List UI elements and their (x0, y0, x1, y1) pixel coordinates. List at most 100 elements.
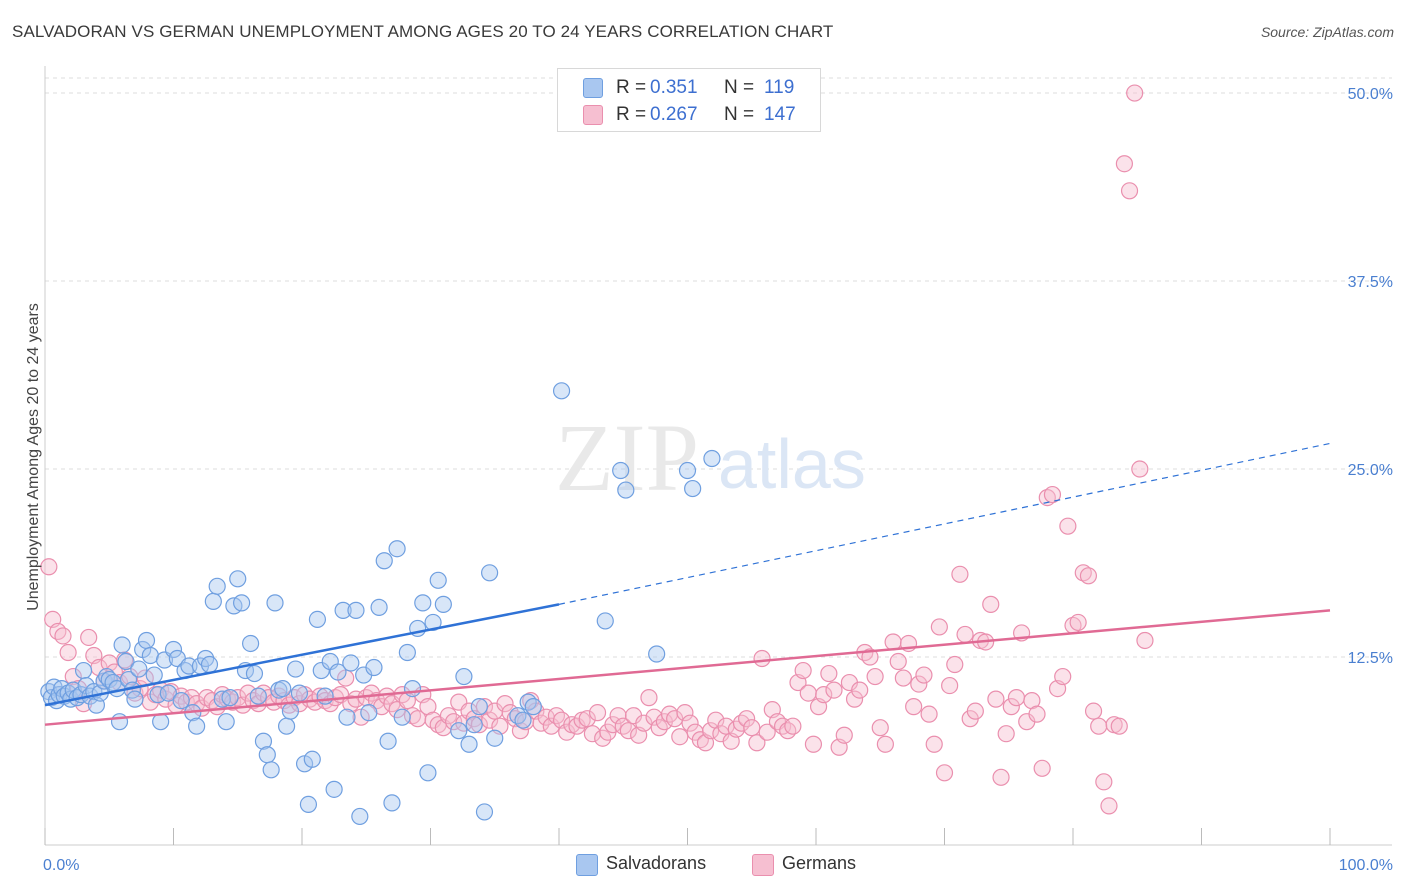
bottom-legend-label-germans: Germans (782, 853, 857, 873)
data-point-salvadorans (617, 481, 635, 499)
data-point-salvadorans (379, 732, 397, 750)
trend-lines (44, 442, 1331, 726)
data-point-salvadorans (414, 594, 432, 612)
data-point-salvadorans (245, 664, 264, 683)
data-point-germans (905, 698, 923, 716)
data-point-salvadorans (141, 646, 159, 665)
data-point-salvadorans (172, 692, 190, 710)
data-point-germans (1084, 702, 1103, 720)
data-point-salvadorans (475, 803, 494, 821)
data-point-germans (676, 704, 694, 722)
data-point-germans (59, 643, 77, 662)
data-point-salvadorans (596, 612, 614, 630)
series-salvadorans (40, 382, 721, 826)
data-point-salvadorans (281, 702, 300, 720)
data-point-germans (743, 719, 761, 737)
data-point-salvadorans (74, 661, 93, 680)
data-point-germans (1095, 773, 1113, 791)
data-point-salvadorans (552, 382, 571, 400)
data-point-germans (866, 667, 884, 686)
data-point-salvadorans (403, 679, 422, 698)
data-point-germans (588, 704, 607, 722)
data-point-germans (748, 734, 766, 752)
data-point-germans (1028, 705, 1046, 723)
data-point-salvadorans (98, 667, 116, 686)
watermark-zip: ZIP (555, 404, 699, 511)
x-tick-label: 0.0% (43, 857, 79, 874)
x-tick-labels: 0.0% 100.0% (43, 857, 1393, 874)
data-point-salvadorans (365, 658, 383, 677)
legend-row-germans: R = 0.267 N = 147 (558, 102, 820, 128)
data-point-salvadorans (325, 780, 343, 798)
data-point-salvadorans (164, 640, 183, 659)
data-point-salvadorans (188, 717, 206, 735)
data-point-salvadorans (159, 684, 177, 702)
data-point-germans (1069, 613, 1087, 632)
data-point-germans (825, 681, 843, 699)
data-point-germans (982, 595, 1000, 613)
data-point-salvadorans (524, 698, 542, 716)
data-point-germans (951, 565, 969, 583)
data-point-salvadorans (126, 690, 144, 708)
chart-title: SALVADORAN VS GERMAN UNEMPLOYMENT AMONG … (12, 22, 834, 41)
data-point-salvadorans (424, 613, 442, 632)
bottom-legend-label-salvadorans: Salvadorans (606, 853, 707, 873)
data-point-salvadorans (316, 687, 334, 705)
data-point-salvadorans (312, 661, 330, 680)
data-point-germans (758, 723, 776, 741)
legend: R = 0.351 N = 119 R = 0.267 N = 147 (557, 68, 821, 132)
data-point-germans (920, 705, 938, 723)
legend-n-label: N = (724, 77, 755, 98)
data-point-germans (681, 714, 699, 732)
data-point-germans (871, 719, 889, 737)
data-point-salvadorans (370, 598, 388, 616)
data-point-germans (1100, 797, 1118, 815)
data-point-salvadorans (299, 795, 318, 813)
data-point-salvadorans (393, 708, 411, 726)
data-point-salvadorans (200, 655, 219, 674)
data-point-germans (738, 710, 756, 728)
y-tick-label: 50.0% (1348, 86, 1393, 103)
data-point-germans (987, 690, 1005, 708)
data-point-germans (470, 716, 488, 734)
data-point-salvadorans (678, 461, 697, 480)
data-point-salvadorans (470, 698, 488, 716)
data-point-germans (966, 702, 984, 720)
data-point-germans (804, 735, 823, 753)
axes (44, 66, 1392, 846)
trend-line-salvadorans (44, 603, 560, 707)
y-tick-label: 37.5% (1348, 274, 1393, 291)
data-point-salvadorans (117, 652, 135, 671)
bottom-legend-swatch-salvadorans (576, 854, 598, 876)
data-point-germans (930, 618, 948, 636)
data-point-salvadorans (249, 687, 267, 705)
data-point-germans (1043, 485, 1062, 504)
source-label: Source: ZipAtlas.com (1260, 24, 1394, 40)
data-point-germans (40, 558, 58, 576)
data-point-salvadorans (137, 631, 156, 650)
data-point-germans (481, 711, 499, 729)
data-point-germans (794, 661, 812, 680)
data-point-salvadorans (383, 794, 401, 812)
data-point-germans (915, 666, 933, 684)
data-point-salvadorans (450, 722, 468, 740)
data-point-salvadorans (455, 667, 473, 686)
data-point-germans (1007, 689, 1026, 707)
data-point-salvadorans (388, 540, 406, 558)
data-point-germans (671, 728, 689, 746)
data-point-salvadorans (465, 716, 483, 734)
data-point-germans (702, 722, 720, 740)
data-point-salvadorans (612, 461, 630, 480)
data-point-salvadorans (360, 704, 378, 722)
data-point-salvadorans (242, 634, 260, 653)
x-tick-label: 100.0% (1339, 857, 1393, 874)
y-tick-label: 12.5% (1348, 650, 1393, 667)
data-point-germans (894, 669, 912, 687)
data-point-salvadorans (338, 708, 356, 726)
legend-r-label: R = (616, 77, 647, 98)
legend-r-value: 0.267 (650, 104, 698, 125)
data-point-germans (935, 764, 954, 782)
data-point-germans (666, 710, 684, 728)
bottom-legend-swatch-germans (752, 854, 774, 876)
